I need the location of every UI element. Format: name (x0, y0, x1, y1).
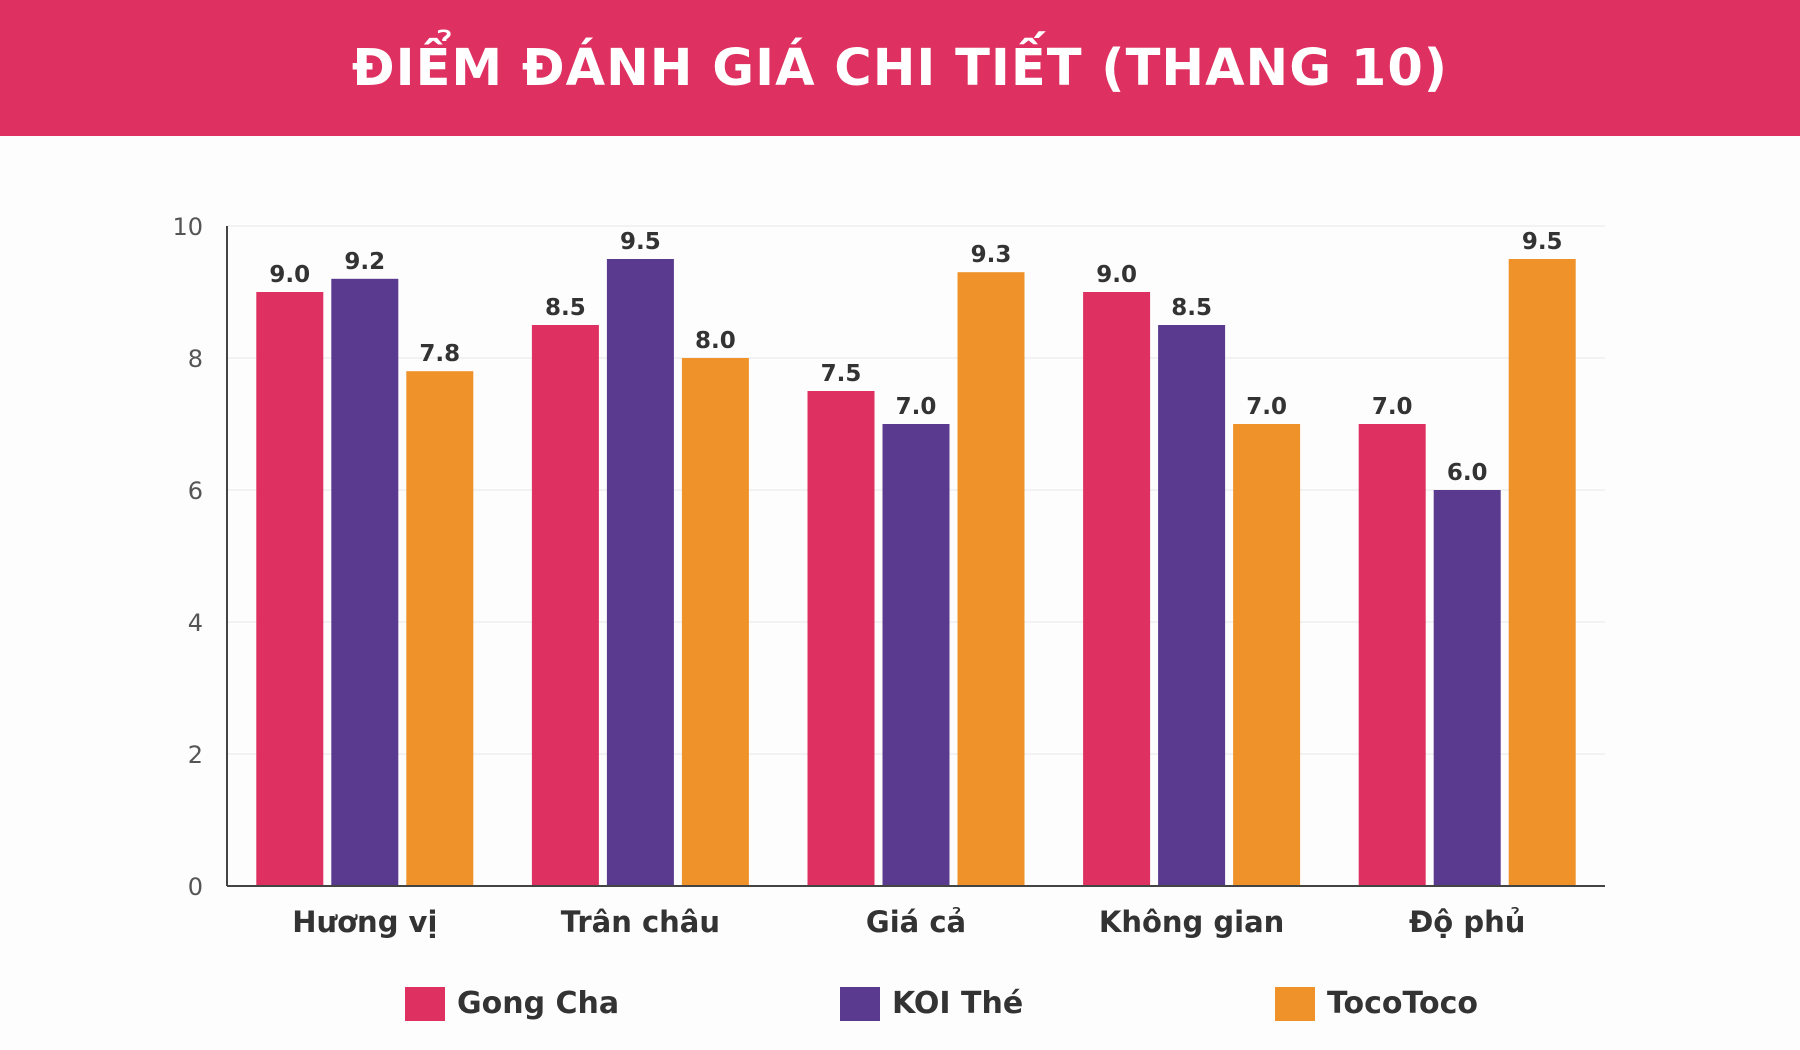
chart-header: ĐIỂM ĐÁNH GIÁ CHI TIẾT (THANG 10) (0, 0, 1800, 136)
legend-swatch-gong-cha (405, 986, 445, 1021)
data-label: 9.2 (344, 249, 385, 275)
data-label: 7.0 (896, 394, 937, 420)
bar (531, 325, 599, 886)
y-tick-label: 8 (188, 345, 203, 373)
y-tick-label: 6 (188, 477, 203, 505)
x-tick-label: Giá cả (866, 905, 966, 939)
data-label: 8.5 (545, 295, 586, 321)
bar (882, 424, 950, 886)
data-label: 8.5 (1171, 295, 1212, 321)
legend-label-gong-cha: Gong Cha (457, 986, 620, 1021)
data-label: 9.0 (269, 262, 310, 288)
y-tick-label: 2 (188, 741, 203, 769)
legend-swatch-tocotoco (1275, 986, 1315, 1021)
bar (256, 292, 324, 886)
x-tick-label: Độ phủ (1409, 905, 1525, 939)
x-tick-label: Không gian (1099, 905, 1284, 939)
x-tick-label: Hương vị (292, 905, 437, 939)
bar (1433, 490, 1501, 886)
bar (1508, 259, 1576, 886)
bar (1083, 292, 1151, 886)
bar-chart: 0 2 4 6 8 10 9.0 9.2 7.8 Hương vị 8.5 9.5 8.0 Trân ch… (172, 213, 1605, 939)
data-label: 9.0 (1096, 262, 1137, 288)
data-label: 9.5 (620, 229, 661, 255)
bar (1158, 325, 1226, 886)
bar (331, 278, 399, 886)
y-tick-label: 0 (188, 873, 203, 901)
bar (681, 358, 749, 886)
chart-title: ĐIỂM ĐÁNH GIÁ CHI TIẾT (THANG 10) (351, 38, 1449, 98)
legend-swatch-koi-the (840, 986, 880, 1021)
data-label: 6.0 (1447, 460, 1488, 486)
legend-label-koi-the: KOI Thé (892, 986, 1024, 1021)
y-tick-label: 4 (188, 609, 203, 637)
bar (406, 371, 474, 886)
legend: Gong Cha KOI Thé TocoToco (0, 986, 1800, 1030)
bar (957, 272, 1025, 886)
y-tick-label: 10 (172, 213, 203, 241)
bar (1233, 424, 1301, 886)
bar (1358, 424, 1426, 886)
legend-item-gong-cha: Gong Cha (405, 986, 619, 1021)
data-label: 7.0 (1246, 394, 1287, 420)
bar (606, 259, 674, 886)
data-label: 7.0 (1372, 394, 1413, 420)
data-label: 8.0 (695, 328, 736, 354)
x-tick-label: Trân châu (561, 905, 720, 939)
data-label: 7.5 (821, 361, 862, 387)
data-label: 9.5 (1522, 229, 1563, 255)
bar (807, 391, 875, 886)
legend-label-tocotoco: TocoToco (1327, 986, 1478, 1021)
data-label: 7.8 (419, 341, 460, 367)
data-label: 9.3 (971, 242, 1012, 268)
legend-item-tocotoco: TocoToco (1275, 986, 1478, 1021)
legend-item-koi-the: KOI Thé (840, 986, 1023, 1021)
